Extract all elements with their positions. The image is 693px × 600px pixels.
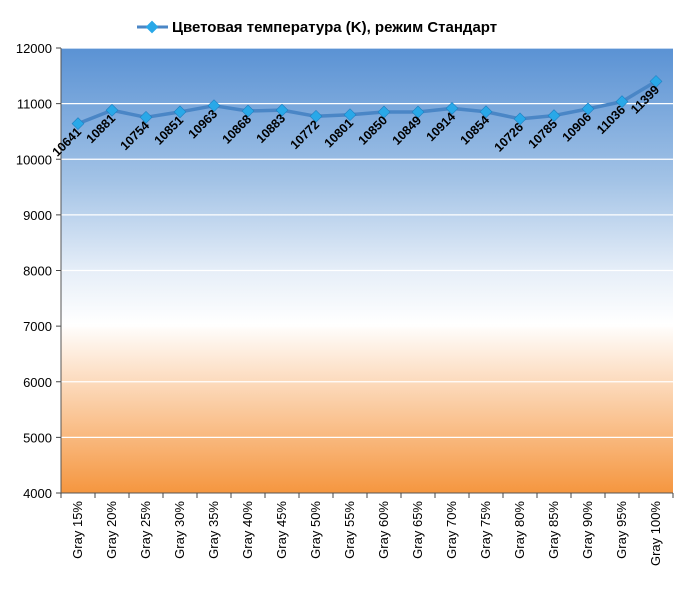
data-point	[139, 110, 153, 124]
y-tick-label: 6000	[23, 375, 52, 390]
x-tick-label: Gray 60%	[376, 501, 391, 559]
x-axis: Gray 15% Gray 20% Gray 25% Gray 30% Gray 35%…	[60, 492, 674, 566]
data-point	[343, 108, 357, 122]
data-point	[71, 117, 85, 130]
legend-marker	[145, 20, 159, 34]
data-point	[547, 109, 561, 122]
x-tick-label: Gray 95%	[614, 501, 629, 559]
y-tick-label: 11000	[17, 97, 52, 112]
y-tick-label: 7000	[23, 319, 52, 334]
x-tick-label: Gray 85%	[546, 501, 561, 559]
gridlines	[61, 47, 673, 438]
y-tick-label: 8000	[23, 264, 52, 279]
y-tick-label: 9000	[23, 208, 52, 223]
data-point	[649, 75, 663, 88]
x-tick-label: Gray 30%	[172, 501, 187, 559]
x-tick-label: Gray 20%	[104, 501, 119, 559]
x-tick-label: Gray 55%	[342, 501, 357, 559]
data-point	[615, 95, 629, 108]
x-tick-label: Gray 70%	[444, 501, 459, 559]
data-point	[513, 112, 527, 126]
data-point	[445, 102, 459, 115]
data-point	[275, 103, 289, 117]
x-tick-label: Gray 50%	[308, 501, 323, 559]
data-point	[411, 105, 425, 119]
legend-label: Цветовая температура (K), режим Стандарт	[172, 19, 497, 36]
y-tick-label: 5000	[23, 430, 52, 445]
series-group	[71, 75, 663, 130]
x-tick-label: Gray 75%	[478, 501, 493, 559]
x-tick-label: Gray 15%	[70, 501, 85, 559]
x-tick-label: Gray 25%	[138, 501, 153, 559]
x-tick-label: Gray 40%	[240, 501, 255, 559]
series-line	[76, 79, 658, 126]
x-tick-label: Gray 65%	[410, 501, 425, 559]
data-point	[479, 105, 493, 119]
data-point	[105, 103, 119, 117]
y-tick-label: 4000	[23, 486, 52, 501]
data-point	[581, 102, 595, 116]
x-tick-label: Gray 35%	[206, 501, 221, 559]
legend: Цветовая температура (K), режим Стандарт	[137, 19, 497, 36]
y-tick-label: 10000	[16, 152, 52, 167]
x-tick-label: Gray 80%	[512, 501, 527, 559]
data-point	[173, 105, 187, 119]
x-tick-label: Gray 45%	[274, 501, 289, 559]
data-point	[309, 109, 323, 123]
x-tick-label: Gray 100%	[648, 501, 663, 566]
x-tick-label: Gray 90%	[580, 501, 595, 559]
data-point	[241, 104, 255, 118]
data-point	[207, 99, 221, 113]
y-axis: 4000 5000 6000 7000 8000 9000 10000 11000 12000	[16, 41, 62, 501]
y-tick-label: 12000	[16, 41, 52, 56]
data-point	[377, 105, 391, 119]
